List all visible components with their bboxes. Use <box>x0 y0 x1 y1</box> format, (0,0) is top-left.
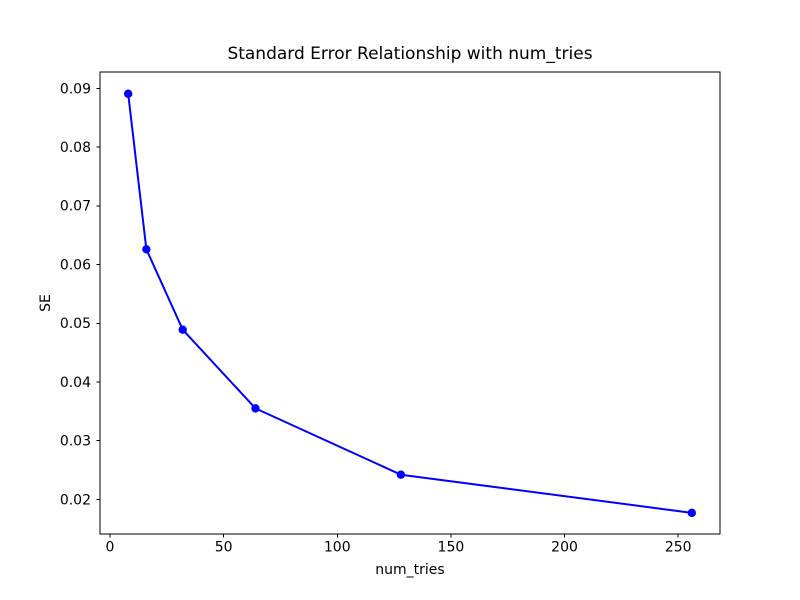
x-tick-label: 0 <box>106 540 115 556</box>
y-tick-label: 0.04 <box>60 375 91 391</box>
y-tick-label: 0.06 <box>60 257 91 273</box>
y-tick-label: 0.09 <box>60 81 91 97</box>
y-tick-label: 0.07 <box>60 199 91 215</box>
y-axis-label: SE <box>38 294 54 312</box>
data-point <box>251 404 260 413</box>
x-tick-label: 250 <box>665 540 692 556</box>
data-point <box>178 325 187 334</box>
data-line <box>127 92 693 514</box>
x-tick-label: 200 <box>551 540 578 556</box>
y-tick-label: 0.03 <box>60 434 91 450</box>
data-point <box>687 508 697 518</box>
plot-border <box>99 71 721 535</box>
y-tick-label: 0.05 <box>60 316 91 332</box>
chart-title: Standard Error Relationship with num_tri… <box>227 44 593 64</box>
x-tick-label: 100 <box>324 540 351 556</box>
y-tick-label: 0.02 <box>60 492 91 508</box>
data-point <box>142 245 151 254</box>
x-tick-label: 150 <box>438 540 465 556</box>
y-tick-label: 0.08 <box>60 140 91 156</box>
data-point <box>396 470 406 479</box>
x-tick-label: 50 <box>215 540 233 556</box>
x-axis-label: num_tries <box>375 562 445 578</box>
data-point <box>123 89 133 98</box>
